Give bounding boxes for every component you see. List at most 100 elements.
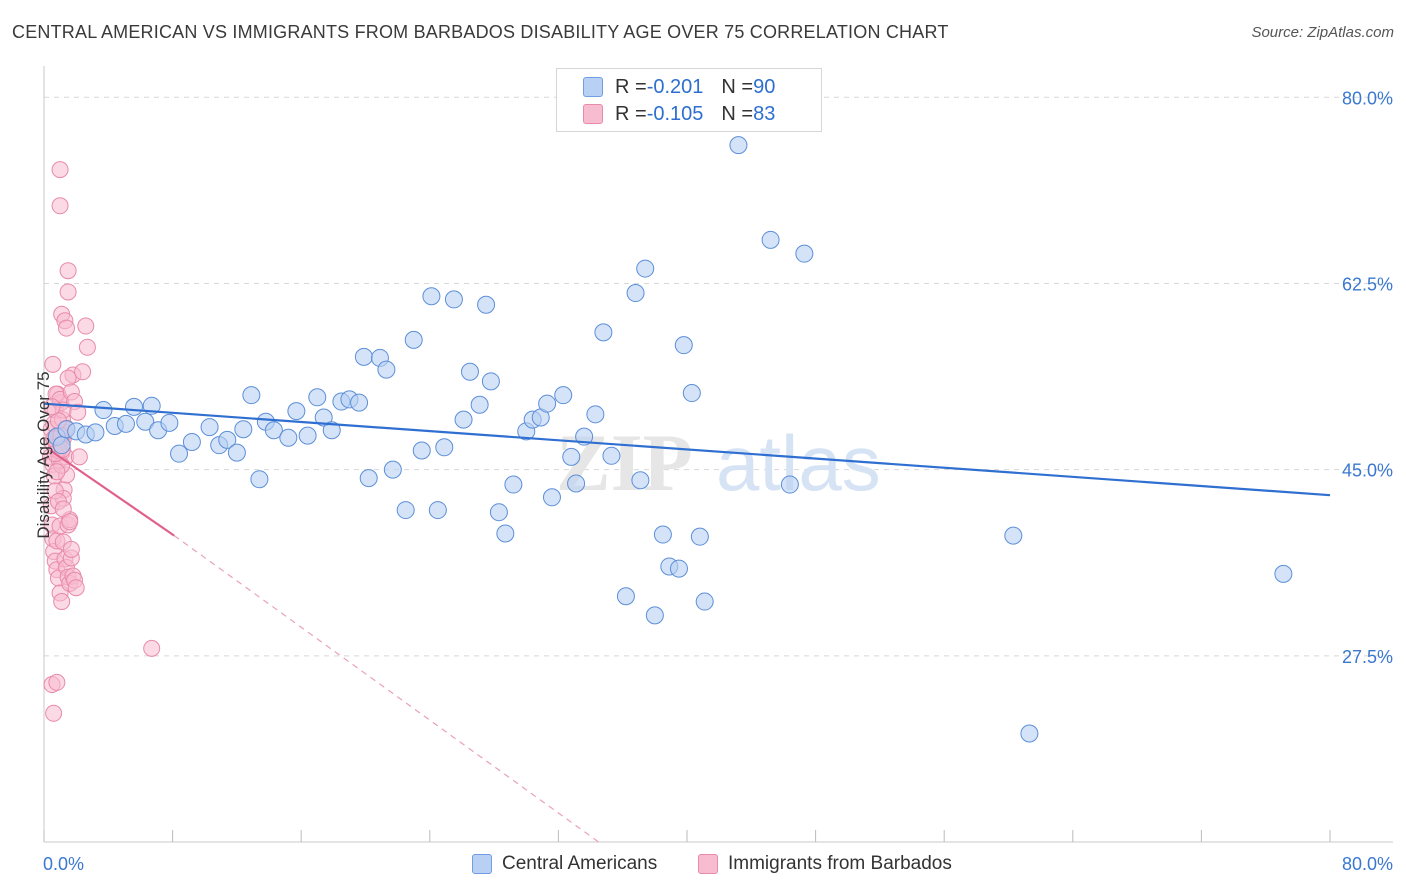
central-american-point [795, 244, 814, 263]
central-american-point [308, 388, 327, 407]
central-american-point [234, 420, 253, 439]
central-american-point [250, 470, 269, 489]
central-american-point [182, 432, 201, 451]
central-american-points [47, 136, 1293, 743]
central-american-point [200, 418, 219, 437]
central-american-point [761, 230, 780, 249]
y-tick-label: 45.0% [1342, 461, 1393, 481]
central-american-point [669, 559, 688, 578]
central-american-point [435, 438, 454, 457]
barbados-point [61, 513, 79, 531]
central-american-point [695, 592, 714, 611]
y-tick-labels: 80.0% 62.5% 45.0% 27.5% [1342, 88, 1393, 667]
barbados-point [53, 593, 71, 611]
barbados-point [69, 403, 87, 421]
bottom-legend-swatch-blue [472, 854, 492, 874]
central-american-point [412, 441, 431, 460]
central-american-point [264, 421, 283, 440]
legend-swatch-blue [583, 77, 603, 97]
barbados-point [77, 317, 95, 335]
central-american-point [242, 386, 261, 405]
barbados-point [70, 448, 88, 466]
bottom-legend-swatch-pink [698, 854, 718, 874]
central-american-trend-line [43, 402, 1331, 497]
central-american-point [52, 436, 71, 455]
central-american-point [567, 474, 586, 493]
central-american-point [422, 287, 441, 306]
axes [43, 66, 1393, 843]
central-american-point [562, 447, 581, 466]
central-american-point [1274, 564, 1293, 583]
y-tick-label: 27.5% [1342, 647, 1393, 667]
stats-legend: R = -0.201 N = 90 R = -0.105 N = 83 [556, 68, 822, 132]
central-american-point [218, 430, 237, 449]
central-american-point [298, 426, 317, 445]
central-american-point [227, 443, 246, 462]
legend-r-value: -0.201 [646, 75, 704, 98]
central-american-point [287, 402, 306, 421]
central-american-point [1004, 526, 1023, 545]
y-axis-label: Disability Age Over 75 [34, 371, 53, 539]
central-american-point [470, 395, 489, 414]
barbados-point [48, 463, 66, 481]
central-american-point [542, 488, 561, 507]
barbados-point [58, 319, 76, 337]
legend-row-central-americans: R = -0.201 N = 90 [583, 75, 775, 99]
legend-n-label: N = [721, 75, 754, 98]
watermark-atlas: atlas [716, 419, 881, 507]
legend-n-value: 90 [753, 75, 776, 98]
central-american-point [504, 475, 523, 494]
barbados-point [48, 673, 66, 691]
central-american-point [377, 360, 396, 379]
central-american-point [538, 394, 557, 413]
barbados-point [51, 161, 69, 179]
barbados-point [59, 262, 77, 280]
central-american-point [489, 503, 508, 522]
barbados-point [44, 355, 62, 373]
central-american-point [279, 428, 298, 447]
central-american-point [94, 401, 113, 420]
barbados-point [67, 579, 85, 597]
legend-r-value: -0.105 [646, 102, 704, 125]
legend-row-barbados: R = -0.105 N = 83 [583, 102, 775, 126]
chart-title: CENTRAL AMERICAN VS IMMIGRANTS FROM BARB… [12, 22, 949, 42]
central-american-point [616, 587, 635, 606]
central-american-point [460, 362, 479, 381]
central-american-point [690, 527, 709, 546]
central-american-point [674, 336, 693, 355]
bottom-legend-label: Central Americans [502, 853, 658, 874]
barbados-trend-extension [173, 535, 599, 843]
central-american-point [636, 259, 655, 278]
central-american-point [653, 525, 672, 544]
y-tick-label: 80.0% [1342, 88, 1393, 108]
central-american-point [116, 414, 135, 433]
central-american-point [729, 136, 748, 155]
central-american-point [602, 446, 621, 465]
central-american-point [354, 347, 373, 366]
central-american-point [383, 460, 402, 479]
central-american-point [136, 412, 155, 431]
central-american-point [496, 524, 515, 543]
central-american-point [160, 413, 179, 432]
central-american-point [481, 372, 500, 391]
x-tick-label-max: 80.0% [1342, 854, 1393, 874]
central-american-point [477, 295, 496, 314]
central-american-point [1020, 724, 1039, 743]
gridlines [44, 96, 1393, 657]
barbados-trend-line [49, 449, 175, 537]
central-american-point [631, 471, 650, 490]
legend-swatch-pink [583, 104, 603, 124]
central-american-point [86, 423, 105, 442]
y-tick-label: 62.5% [1342, 274, 1393, 294]
central-american-point [396, 501, 415, 520]
barbados-point [143, 639, 161, 657]
central-american-point [359, 469, 378, 488]
barbados-point [59, 369, 77, 387]
central-american-point [586, 405, 605, 424]
central-american-point [626, 284, 645, 303]
barbados-point [51, 197, 69, 215]
central-american-point [322, 421, 341, 440]
central-american-point [125, 397, 144, 416]
central-american-point [404, 330, 423, 349]
